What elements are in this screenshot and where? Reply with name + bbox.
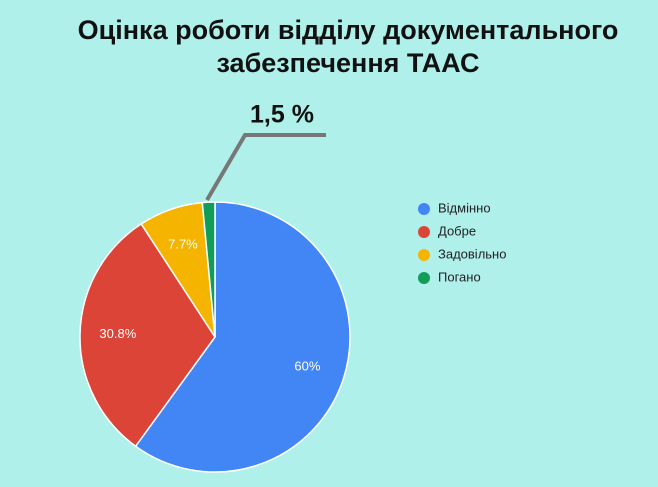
- legend-marker: [418, 226, 430, 238]
- legend-label: Погано: [438, 269, 481, 284]
- data-label: 60%: [294, 358, 320, 373]
- data-label: 30.8%: [99, 326, 136, 341]
- annotation: 1,5 %: [250, 101, 314, 129]
- legend-label: Задовільно: [438, 246, 506, 261]
- legend-marker: [418, 272, 430, 284]
- legend-marker: [418, 203, 430, 215]
- pie-slice: [79, 222, 216, 448]
- chart-title: Оцінка роботи відділу документального за…: [77, 15, 619, 78]
- legend-label: Добре: [438, 223, 476, 238]
- legend-label: Відмінно: [438, 200, 491, 215]
- data-label: 7.7%: [168, 237, 198, 252]
- pie-slice: [201, 201, 216, 338]
- pie-slice: [134, 201, 351, 473]
- legend-marker: [418, 249, 430, 261]
- leader-line: [205, 133, 326, 202]
